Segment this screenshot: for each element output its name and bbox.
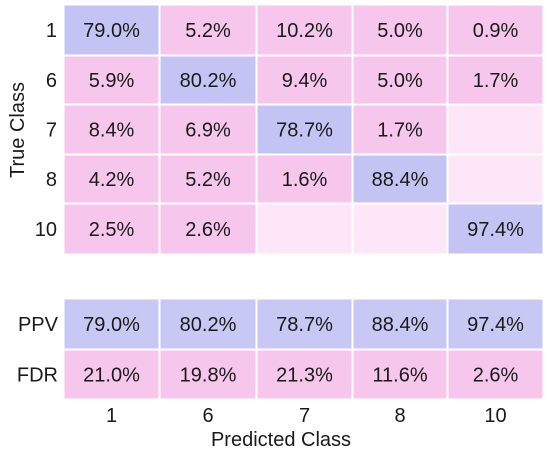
fdr-cell [352,349,448,400]
fdr-cell [63,349,160,400]
matrix-cell [352,4,448,56]
matrix-cell [352,55,448,105]
x-tick-label: 10 [484,405,506,427]
matrix-cell [256,154,353,204]
matrix-cell [159,55,257,105]
summary-row-labels: PPV FDR [17,314,59,387]
fdr-row-label: FDR [17,365,58,387]
summary-cells: 79.0% 80.2% 78.7% 88.4% 97.4% 21.0% 19.8% 21.3%… [63,298,544,400]
y-axis-label: True Class [7,82,29,178]
matrix-cell [447,4,544,56]
matrix-cell [352,104,448,155]
matrix-cell [159,154,257,204]
ppv-cell [352,298,448,350]
matrix-cell-value: 9.4% [282,70,328,92]
matrix-cell-value: 2.5% [89,219,135,241]
x-tick-label: 6 [202,405,213,427]
y-tick-label: 7 [46,120,57,142]
matrix-cell-value: 5.0% [377,70,423,92]
y-tick-label: 10 [35,219,57,241]
ppv-value: 80.2% [180,314,237,336]
matrix-cells: 79.0% 5.2% 10.2% 5.0% 0.9% 5.9% 80.2% 9.4% 5.0% 1… [63,4,544,255]
ppv-value: 88.4% [372,314,429,336]
matrix-cell-value: 88.4% [372,169,429,191]
matrix-cell-value: 6.9% [185,120,231,142]
matrix-cell-value: 97.4% [467,219,524,241]
matrix-cell [352,203,448,255]
fdr-value: 2.6% [473,365,519,387]
matrix-cell-value: 79.0% [83,20,140,42]
matrix-cell-value: 4.2% [89,169,135,191]
matrix-cell-value: 1.7% [377,120,423,142]
fdr-cell [159,349,257,400]
fdr-value: 21.0% [83,365,140,387]
matrix-cell-value: 5.0% [377,20,423,42]
ppv-value: 97.4% [467,314,524,336]
ppv-value: 79.0% [83,314,140,336]
fdr-value: 21.3% [276,365,333,387]
matrix-cell [63,4,160,56]
matrix-cell [159,203,257,255]
y-axis-ticks: 1 6 7 8 10 [35,20,57,241]
fdr-cell [447,349,544,400]
ppv-cell [256,298,353,350]
matrix-cell [63,55,160,105]
matrix-cell [159,104,257,155]
matrix-cell [63,154,160,204]
matrix-cell [447,203,544,255]
matrix-cell [256,104,353,155]
matrix-cell [352,154,448,204]
matrix-cell-value: 5.2% [185,169,231,191]
matrix-cell [159,4,257,56]
y-tick-label: 6 [46,70,57,92]
y-tick-label: 8 [46,169,57,191]
matrix-cell [256,55,353,105]
matrix-cell-value: 5.2% [185,20,231,42]
matrix-cell-value: 0.9% [473,20,519,42]
matrix-cell [256,4,353,56]
matrix-cell-value: 8.4% [89,120,135,142]
matrix-cell-value: 1.6% [282,169,328,191]
matrix-cell [63,104,160,155]
x-axis-label: Predicted Class [211,429,351,451]
ppv-cell [63,298,160,350]
ppv-cell [159,298,257,350]
x-axis-ticks: 1 6 7 8 10 [106,405,507,427]
matrix-cell [256,203,353,255]
fdr-value: 19.8% [180,365,237,387]
y-tick-label: 1 [46,20,57,42]
x-tick-label: 1 [106,405,117,427]
fdr-value: 11.6% [372,365,427,387]
matrix-cell-value: 78.7% [276,120,333,142]
matrix-cell-value: 10.2% [276,20,333,42]
ppv-value: 78.7% [276,314,333,336]
matrix-cell-value: 1.7% [473,70,519,92]
matrix-cell [447,55,544,105]
ppv-cell [447,298,544,350]
ppv-row-label: PPV [18,314,59,336]
x-tick-label: 7 [299,405,310,427]
matrix-cell-value: 2.6% [185,219,231,241]
matrix-cell [447,104,544,155]
x-tick-label: 8 [394,405,405,427]
matrix-cell [447,154,544,204]
matrix-cell [63,203,160,255]
matrix-cell-value: 80.2% [180,70,237,92]
fdr-cell [256,349,353,400]
matrix-cell-value: 5.9% [89,70,135,92]
